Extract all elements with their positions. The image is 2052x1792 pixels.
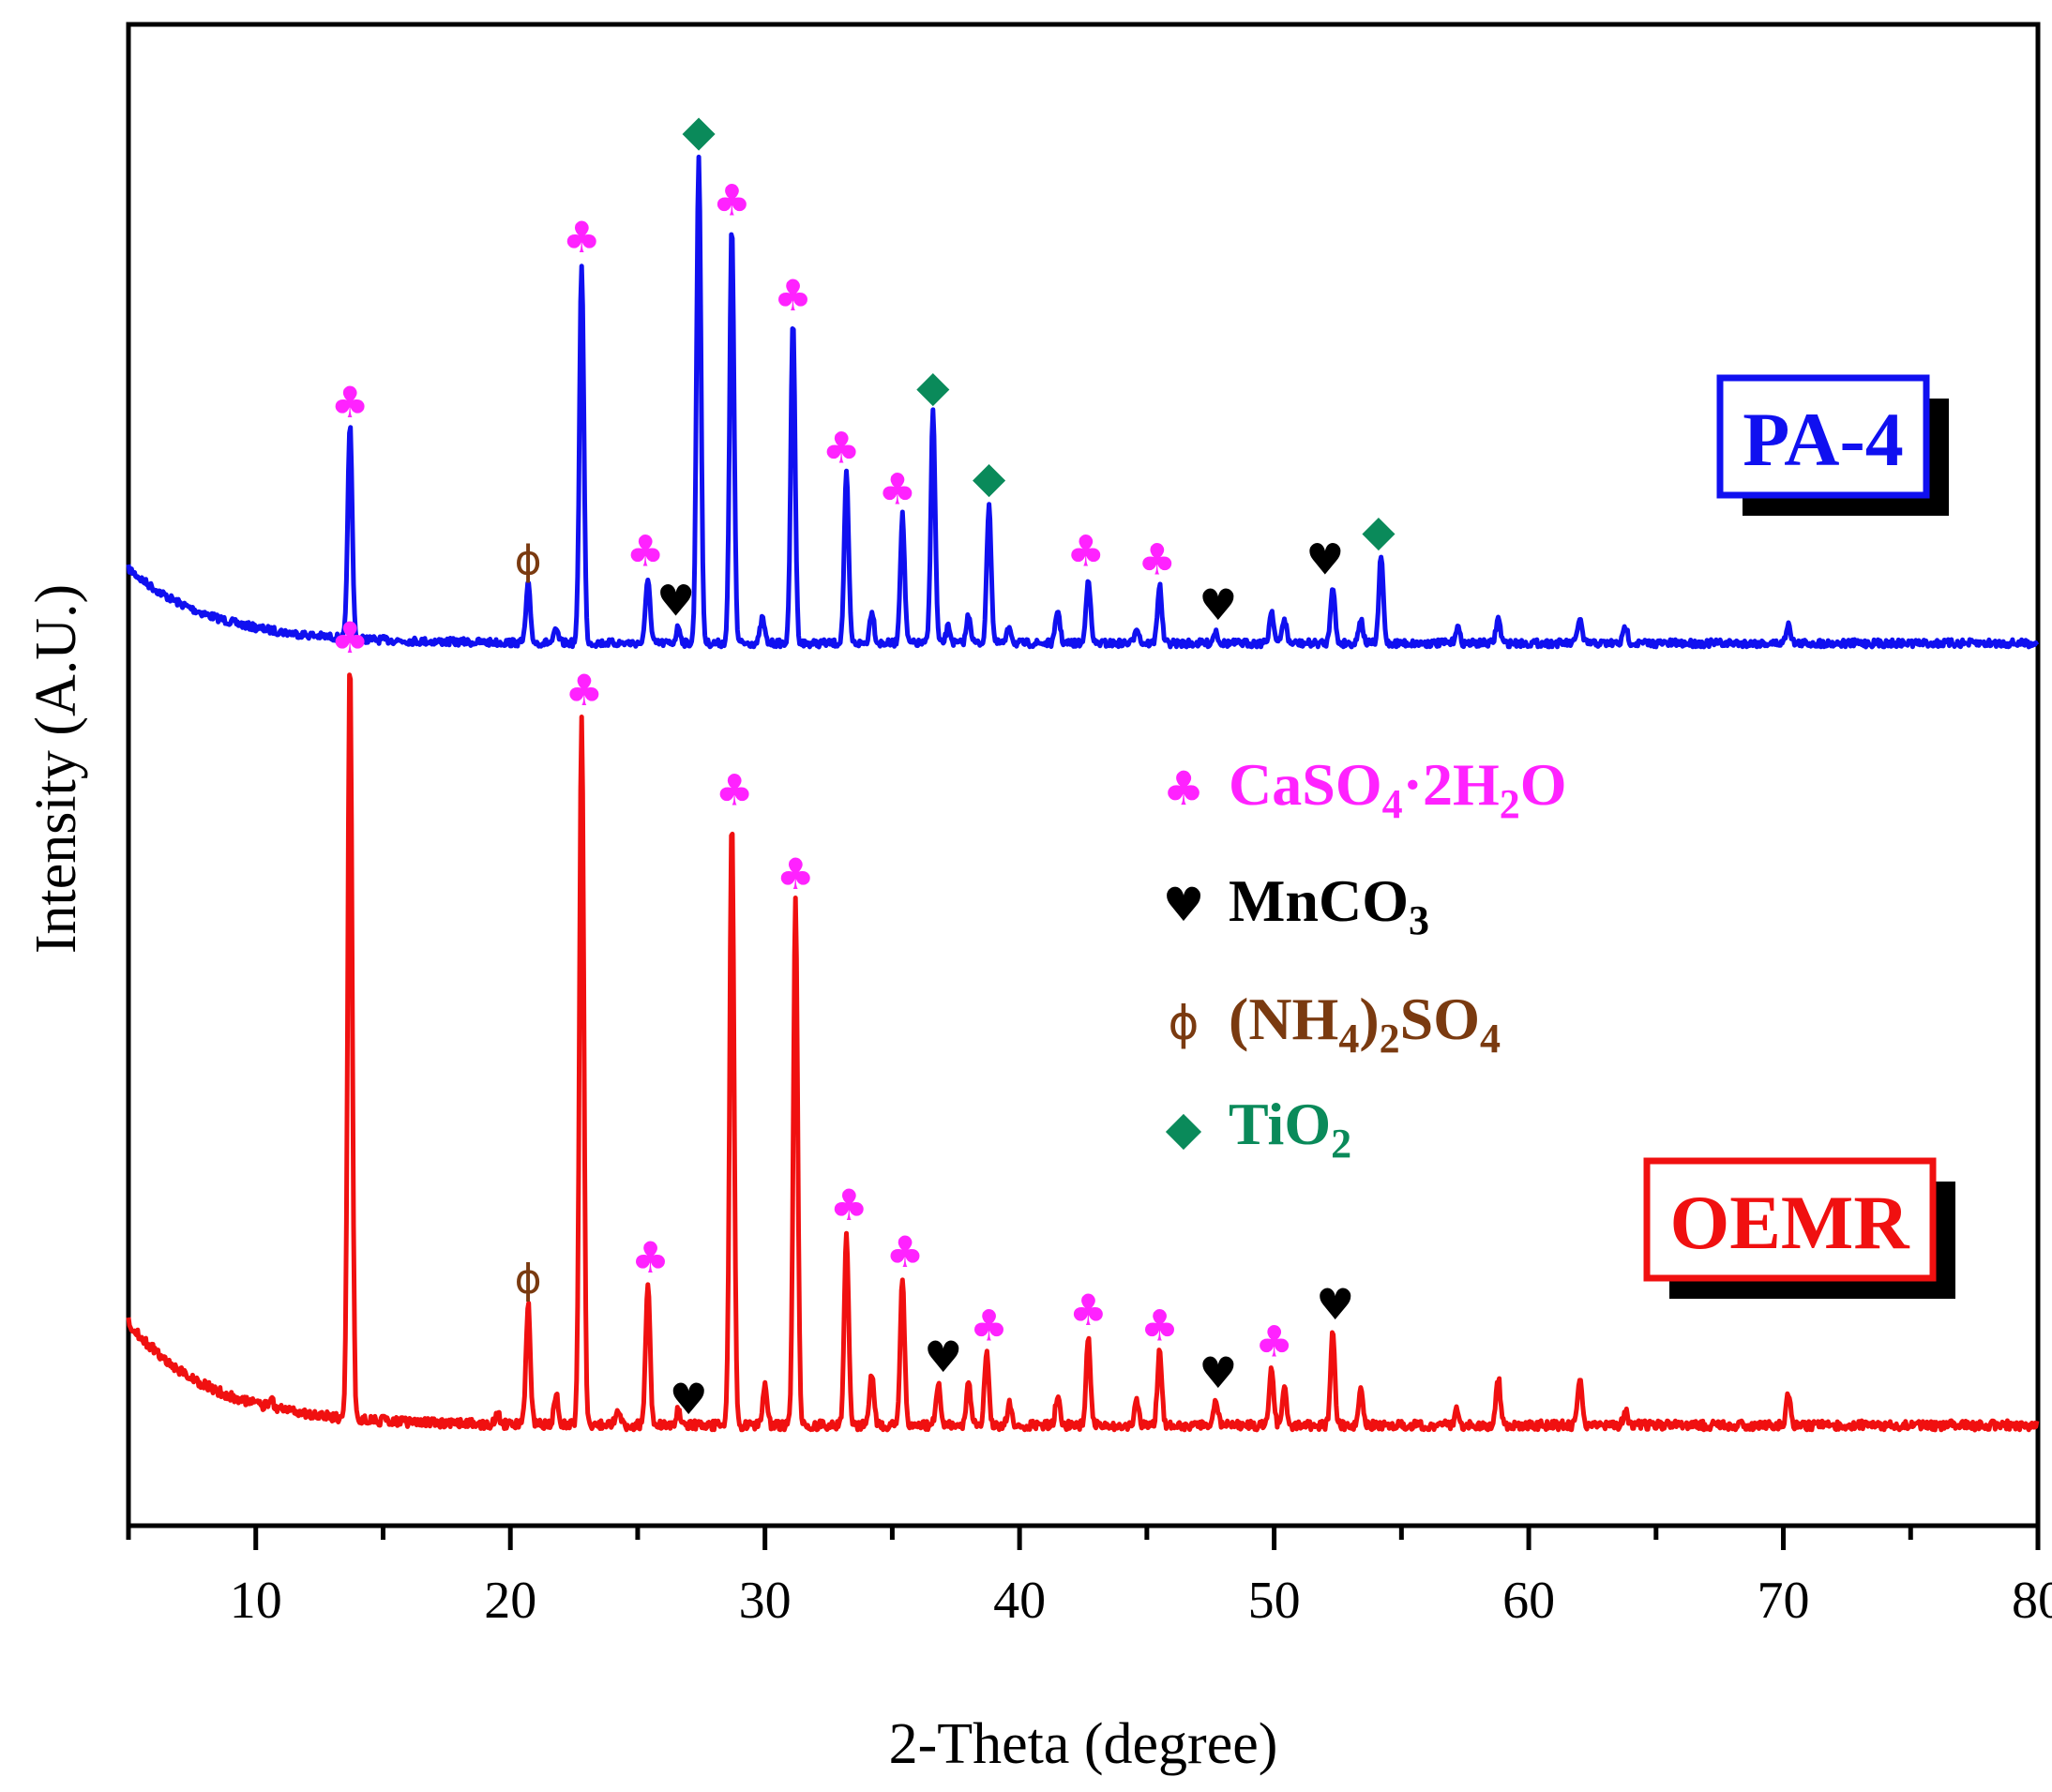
x-tick-label: 50 (1248, 1572, 1301, 1630)
phase-marker-mnco3: ♥ (656, 575, 695, 625)
phase-marker-mnco3: ♥ (924, 1332, 962, 1382)
x-tick-label: 80 (2012, 1572, 2052, 1630)
x-tick-label: 40 (993, 1572, 1046, 1630)
phase-marker-caso4: ♣ (626, 526, 664, 577)
legend-entry-tio2: ◆ TiO2 (1166, 1091, 1351, 1167)
phase-marker-nh4so4: ϕ (515, 536, 542, 584)
x-tick-label: 30 (739, 1572, 792, 1630)
phase-marker-caso4: ♣ (1140, 1301, 1179, 1351)
x-tick-label: 70 (1758, 1572, 1810, 1630)
oemr-label: OEMR (1669, 1180, 1909, 1265)
phase-marker-tio2: ◆ (916, 361, 950, 412)
phase-marker-tio2: ◆ (682, 105, 716, 156)
phase-marker-nh4so4: ϕ (515, 1256, 542, 1303)
phase-marker-caso4: ♣ (713, 175, 751, 226)
phase-marker-tio2: ◆ (1362, 505, 1396, 556)
phase-marker-mnco3: ♥ (670, 1374, 708, 1424)
legend-symbol-caso4: ♣ (1163, 761, 1205, 816)
phase-marker-caso4: ♣ (563, 212, 601, 263)
legend-symbol-tio2: ◆ (1166, 1101, 1202, 1155)
legend-label-mnco3: MnCO3 (1229, 867, 1429, 943)
y-axis-title: Intensity (A.U.) (24, 584, 88, 954)
phase-marker-mnco3: ♥ (1199, 1348, 1237, 1398)
pa4-label-box: PA-4 (1716, 374, 1949, 516)
phase-marker-mnco3: ♥ (1305, 534, 1344, 584)
phase-marker-caso4: ♣ (1138, 534, 1176, 584)
phase-marker-caso4: ♣ (331, 377, 370, 428)
phase-marker-mnco3: ♥ (1199, 580, 1237, 630)
x-tick-label: 20 (484, 1572, 536, 1630)
plot-frame (126, 22, 2041, 1528)
phase-marker-caso4: ♣ (565, 665, 603, 715)
series-layer (126, 154, 2040, 1433)
legend-entry-nh4so4: ϕ (NH4)2SO4 (1169, 986, 1501, 1062)
pa4-label: PA-4 (1743, 397, 1904, 482)
phase-marker-caso4: ♣ (822, 423, 860, 474)
oemr-label-box: OEMR (1643, 1157, 1955, 1299)
phase-marker-caso4: ♣ (830, 1180, 868, 1230)
phase-marker-caso4: ♣ (1069, 1285, 1108, 1335)
legend-label-tio2: TiO2 (1229, 1091, 1351, 1167)
series-line-1 (126, 672, 2040, 1433)
legend-entry-caso4: ♣ CaSO4·2H2O (1163, 751, 1567, 827)
phase-markers: ♣ϕ♣♣♥◆♣♣♣♣◆◆♣ ♣♥♥◆♣ϕ♣♣♥♣♣♣♣♥♣ ♣ ♣♥♣♥ (331, 105, 1396, 1424)
phase-marker-caso4: ♣ (885, 1227, 924, 1277)
phase-marker-caso4: ♣ (970, 1301, 1008, 1351)
legend-symbol-nh4so4: ϕ (1169, 996, 1200, 1050)
legend: ♣ CaSO4·2H2O ♥ MnCO3 ϕ (NH4)2SO4 ◆ TiO2 (1163, 751, 1567, 1167)
legend-label-caso4: CaSO4·2H2O (1229, 751, 1567, 827)
legend-entry-mnco3: ♥ MnCO3 (1163, 867, 1429, 943)
legend-symbol-mnco3: ♥ (1163, 878, 1205, 932)
x-axis-title: 2-Theta (degree) (889, 1712, 1278, 1776)
phase-marker-caso4: ♣ (1255, 1316, 1293, 1366)
phase-marker-caso4: ♣ (1066, 526, 1105, 577)
phase-marker-mnco3: ♥ (1316, 1279, 1354, 1330)
phase-marker-caso4: ♣ (331, 612, 370, 663)
x-axis-ticks: 10 20 30 40 50 60 70 80 (126, 1526, 2052, 1630)
x-tick-label: 10 (230, 1572, 282, 1630)
phase-marker-caso4: ♣ (631, 1232, 670, 1283)
x-tick-label: 60 (1502, 1572, 1555, 1630)
phase-marker-tio2: ◆ (973, 451, 1006, 502)
series-line-0 (126, 154, 2040, 650)
phase-marker-caso4: ♣ (777, 849, 815, 899)
phase-marker-caso4: ♣ (878, 464, 916, 515)
phase-marker-caso4: ♣ (715, 764, 753, 815)
legend-label-nh4so4: (NH4)2SO4 (1229, 986, 1501, 1062)
phase-marker-caso4: ♣ (774, 270, 812, 321)
